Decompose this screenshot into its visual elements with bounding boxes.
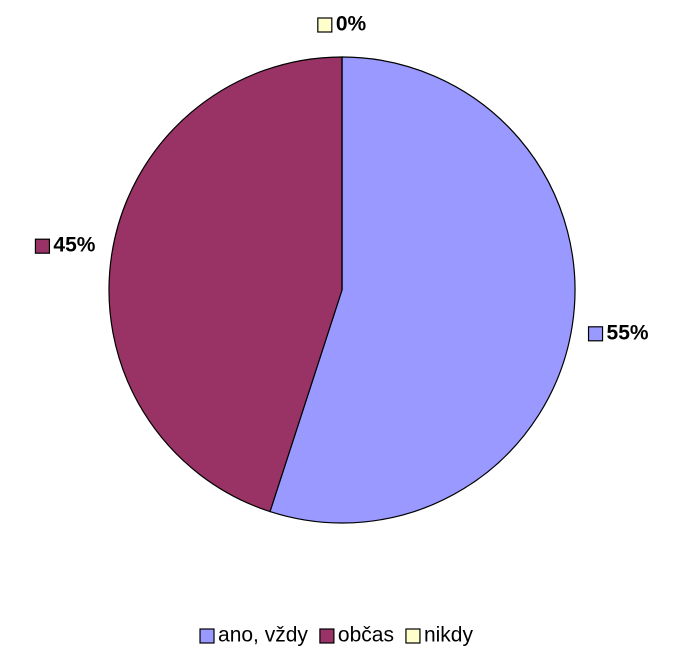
value-label: 55% [587,321,649,344]
value-label-text: 45% [53,234,95,257]
value-label: 0% [317,13,367,36]
legend-label: občas [338,624,394,647]
value-label-key [587,326,604,342]
value-label-key [34,238,51,254]
legend-key [405,628,421,644]
value-label: 45% [34,234,96,257]
legend-label: ano, vždy [218,624,308,647]
value-label-key [317,17,333,33]
value-label-text: 0% [336,13,367,36]
legend-label: nikdy [424,624,474,647]
legend: ano, vždy občas nikdy [199,624,474,647]
legend-key [199,628,215,644]
value-label-text: 55% [607,321,649,344]
legend-key [319,628,335,644]
pie-slice [269,56,576,524]
pie-slice [108,56,343,513]
